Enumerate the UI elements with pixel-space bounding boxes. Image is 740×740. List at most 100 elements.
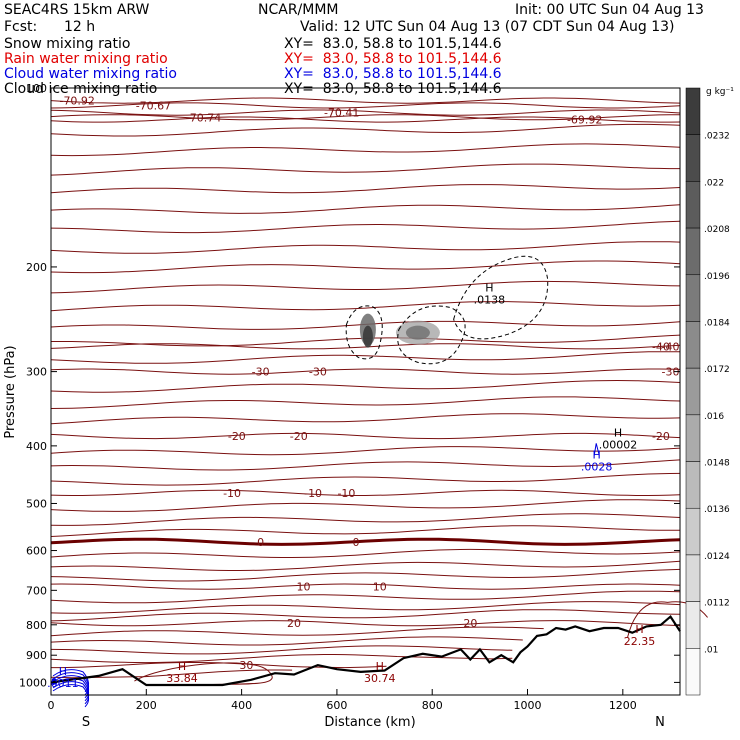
y-tick-label: 500: [26, 497, 47, 510]
snow-shading-core: [405, 325, 430, 340]
isotherm-line: [50, 525, 680, 537]
isotherm-contour: [50, 116, 681, 123]
isotherm-line: [50, 636, 523, 646]
colorbar-bin: [685, 181, 701, 229]
y-tick-label: 700: [26, 584, 47, 597]
extremum-value: .0011: [47, 677, 79, 690]
legend-cloud-ice-xy: XY= 83.0, 58.8 to 101.5,144.6: [284, 81, 502, 97]
extremum-value: .0028: [581, 461, 613, 474]
isotherm-line: [50, 301, 681, 312]
contour-label: -70.92: [59, 95, 94, 108]
x-axis-label: Distance (km): [324, 715, 415, 730]
isotherm-line: [50, 351, 681, 364]
isotherm-contour: [50, 583, 681, 590]
contour-label: 10: [297, 581, 311, 594]
isotherm-contour: [134, 662, 273, 685]
direction-south: S: [82, 715, 90, 730]
colorbar-label: .0184: [704, 318, 730, 328]
y-tick-label: 300: [26, 366, 47, 379]
colorbar-bin: [685, 554, 701, 602]
x-tick-label: 400: [231, 699, 252, 712]
colorbar-bin: [685, 414, 701, 462]
isotherm-line: [50, 568, 681, 582]
x-tick-label: 1000: [514, 699, 542, 712]
extremum-value: .00002: [599, 439, 638, 452]
colorbar-label: .016: [704, 412, 724, 422]
isotherm-line: [50, 513, 681, 526]
isotherm-contour: [50, 620, 681, 627]
contour-label: 20: [463, 617, 477, 630]
contour-label: 10: [373, 581, 387, 594]
cloud-water-contour: [593, 443, 600, 456]
isotherm-line: [50, 413, 681, 425]
contour-label: -40: [661, 340, 679, 353]
legend-cloud-water-label: Cloud water mixing ratio: [4, 66, 177, 82]
contour-label: -10: [337, 487, 355, 500]
isotherm-line: [50, 601, 681, 614]
colorbar-bin: [685, 648, 701, 696]
colorbar-label: .0112: [704, 599, 730, 609]
colorbar-label: .0196: [704, 272, 730, 282]
legend-rain-xy: XY= 83.0, 58.8 to 101.5,144.6: [284, 51, 502, 67]
x-tick-label: 600: [326, 699, 347, 712]
contour-label: -20: [290, 430, 308, 443]
extremum-marker: H: [635, 623, 643, 636]
isotherm-line: [50, 590, 681, 604]
snow-shading-core: [362, 325, 373, 348]
isotherm-line: [50, 143, 681, 157]
colorbar-bin: [685, 367, 701, 416]
contour-label: -10: [304, 487, 322, 500]
terrain-line: [50, 614, 681, 687]
model-title: SEAC4RS 15km ARW: [4, 2, 150, 18]
legend-snow-xy: XY= 83.0, 58.8 to 101.5,144.6: [284, 36, 502, 52]
contour-label: -30: [252, 366, 270, 379]
colorbar-bin: [685, 87, 701, 135]
contour-label: 20: [287, 617, 301, 630]
y-axis-label: Pressure (hPa): [3, 345, 18, 438]
legend-rain-label: Rain water mixing ratio: [4, 51, 168, 67]
x-tick-label: 0: [48, 699, 55, 712]
isotherm-contour: [50, 368, 681, 375]
extremum-value: 33.84: [166, 672, 198, 685]
y-tick-label: 1000: [19, 676, 47, 689]
colorbar-label: .0232: [704, 132, 730, 142]
isotherm-line: [50, 123, 681, 137]
isotherm-line: [50, 548, 681, 558]
colorbar-unit: g kg⁻¹: [706, 87, 734, 97]
colorbar-bin: [685, 461, 701, 509]
extremum-marker: H: [592, 449, 600, 462]
colorbar-label: .01: [704, 645, 718, 655]
isotherm-line: [50, 459, 681, 471]
extremum-marker: H: [178, 660, 186, 673]
contour-label: 0: [352, 536, 359, 549]
y-tick-label: 400: [26, 440, 47, 453]
isotherm-line: [50, 654, 513, 664]
colorbar-bin: [685, 321, 701, 369]
init-time: Init: 00 UTC Sun 04 Aug 13: [515, 2, 704, 18]
cloud-ice-contour: [345, 305, 383, 360]
isotherm-line: [50, 163, 680, 176]
colorbar-label: .022: [704, 178, 724, 188]
cloud-ice-contour: [453, 255, 549, 340]
contour-label: -69.92: [567, 114, 602, 127]
colorbar-label: .0136: [704, 505, 730, 515]
extremum-value: 22.35: [624, 635, 656, 648]
isotherm-contour: [51, 662, 387, 669]
extremum-marker: H: [59, 665, 67, 678]
colorbar-label: .0148: [704, 459, 730, 469]
contour-label: -30: [309, 366, 327, 379]
legend-cloud-ice-label: Cloud ice mixing ratio: [4, 81, 158, 97]
x-tick-label: 1200: [609, 699, 637, 712]
forecast-label: Fcst:: [4, 19, 38, 35]
isotherm-line: [50, 472, 681, 486]
y-tick-label: 900: [26, 649, 47, 662]
isotherm-line: [50, 626, 544, 637]
isotherm-line: [50, 280, 681, 294]
isotherm-contour: [50, 102, 681, 109]
extremum-marker: H: [485, 281, 493, 294]
isotherm-contour: [50, 343, 681, 350]
isotherm-contour: [50, 97, 681, 104]
legend-snow-label: Snow mixing ratio: [4, 36, 131, 52]
isotherm-contour: [50, 489, 681, 496]
